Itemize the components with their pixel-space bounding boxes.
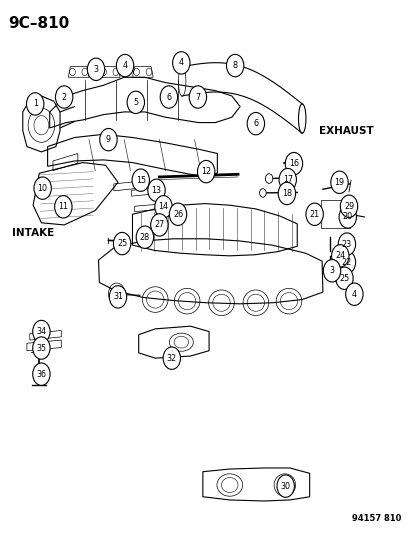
Text: 14: 14	[158, 203, 168, 211]
Circle shape	[87, 58, 104, 80]
Circle shape	[109, 286, 126, 308]
Text: 4: 4	[351, 290, 356, 298]
Text: 28: 28	[140, 233, 150, 241]
Text: 8: 8	[232, 61, 237, 70]
Text: 13: 13	[151, 186, 161, 195]
Circle shape	[33, 337, 50, 359]
Circle shape	[339, 195, 357, 217]
Circle shape	[226, 54, 243, 77]
Circle shape	[172, 52, 190, 74]
Text: 35: 35	[36, 344, 46, 352]
Text: 16: 16	[288, 159, 298, 168]
Text: 26: 26	[173, 210, 183, 219]
Text: 17: 17	[282, 175, 292, 184]
Text: 36: 36	[36, 370, 46, 378]
Text: 12: 12	[201, 167, 211, 176]
Circle shape	[305, 203, 323, 225]
Circle shape	[154, 196, 172, 218]
Circle shape	[338, 206, 356, 228]
Text: 30: 30	[280, 482, 290, 490]
Text: 31: 31	[113, 293, 123, 301]
Circle shape	[33, 363, 50, 385]
Text: 15: 15	[135, 176, 145, 184]
Circle shape	[197, 160, 214, 183]
Circle shape	[116, 54, 133, 77]
Circle shape	[160, 86, 177, 108]
Circle shape	[259, 189, 266, 197]
Circle shape	[113, 232, 131, 255]
Circle shape	[323, 260, 340, 282]
Circle shape	[330, 171, 347, 193]
Circle shape	[331, 245, 348, 267]
Circle shape	[278, 168, 296, 191]
Text: 29: 29	[343, 202, 353, 211]
Circle shape	[55, 86, 73, 108]
Circle shape	[337, 251, 355, 273]
Text: 21: 21	[309, 210, 319, 219]
Circle shape	[247, 112, 264, 135]
Text: 9C–810: 9C–810	[8, 16, 69, 31]
Text: 27: 27	[154, 221, 164, 229]
Circle shape	[33, 320, 50, 343]
Circle shape	[127, 91, 144, 114]
Circle shape	[132, 169, 149, 191]
Text: 11: 11	[58, 203, 68, 211]
Circle shape	[337, 233, 355, 255]
Circle shape	[265, 174, 272, 183]
Circle shape	[278, 182, 295, 205]
Text: 9: 9	[106, 135, 111, 144]
Text: 5: 5	[133, 98, 138, 107]
Circle shape	[163, 347, 180, 369]
Text: 10: 10	[38, 184, 47, 192]
Text: 34: 34	[36, 327, 46, 336]
Circle shape	[345, 283, 362, 305]
Circle shape	[147, 179, 165, 201]
Circle shape	[26, 93, 44, 115]
Text: 25: 25	[117, 239, 127, 248]
Text: 94157 810: 94157 810	[351, 514, 401, 523]
Text: 6: 6	[253, 119, 258, 128]
Text: EXHAUST: EXHAUST	[318, 126, 373, 135]
Text: INTAKE: INTAKE	[12, 229, 55, 238]
Text: 23: 23	[341, 240, 351, 248]
Circle shape	[150, 214, 168, 236]
Circle shape	[276, 475, 294, 497]
Circle shape	[100, 128, 117, 151]
Text: 4: 4	[122, 61, 127, 70]
Text: 24: 24	[335, 252, 344, 260]
Circle shape	[335, 267, 352, 289]
Text: 20: 20	[342, 213, 352, 221]
Text: 7: 7	[195, 93, 200, 101]
Text: 32: 32	[166, 354, 176, 362]
Circle shape	[55, 196, 72, 218]
Circle shape	[34, 177, 51, 199]
Text: 4: 4	[178, 59, 183, 67]
Text: 3: 3	[93, 65, 98, 74]
Text: 18: 18	[281, 189, 291, 198]
Text: 25: 25	[339, 274, 349, 282]
Text: 3: 3	[329, 266, 334, 275]
Text: 22: 22	[341, 258, 351, 266]
Circle shape	[136, 226, 153, 248]
Circle shape	[189, 86, 206, 108]
Text: 1: 1	[33, 100, 38, 108]
Text: 19: 19	[334, 178, 344, 187]
Circle shape	[285, 152, 302, 175]
Circle shape	[169, 203, 186, 225]
Text: 2: 2	[62, 93, 66, 101]
Text: 6: 6	[166, 93, 171, 101]
